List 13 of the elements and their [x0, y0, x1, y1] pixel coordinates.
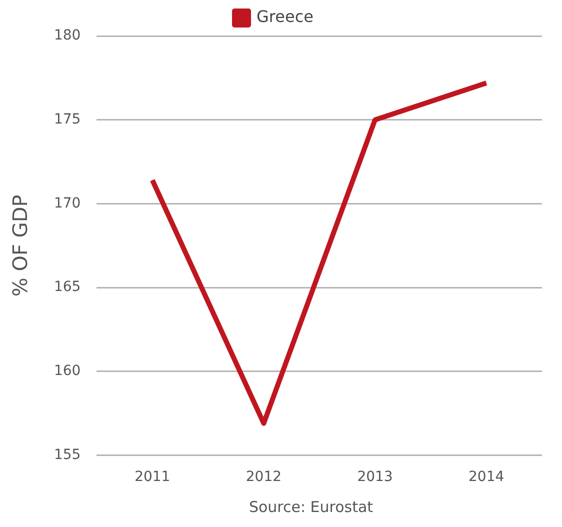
x-tick-label: 2014 — [468, 469, 504, 486]
y-axis-title: % OF GDP — [8, 194, 32, 297]
y-tick-label: 180 — [54, 28, 81, 44]
x-tick-label: 2012 — [246, 469, 282, 486]
y-tick-label: 160 — [54, 363, 81, 379]
x-tick-label: 2013 — [357, 469, 393, 486]
y-tick-label: 170 — [54, 195, 81, 212]
x-tick-label: 2011 — [134, 469, 170, 486]
legend-label: Greece — [256, 7, 314, 26]
y-tick-label: 175 — [54, 111, 81, 128]
y-tick-label: 165 — [54, 279, 81, 296]
y-tick-label: 155 — [54, 446, 81, 463]
source-note: Source: Eurostat — [248, 498, 374, 516]
